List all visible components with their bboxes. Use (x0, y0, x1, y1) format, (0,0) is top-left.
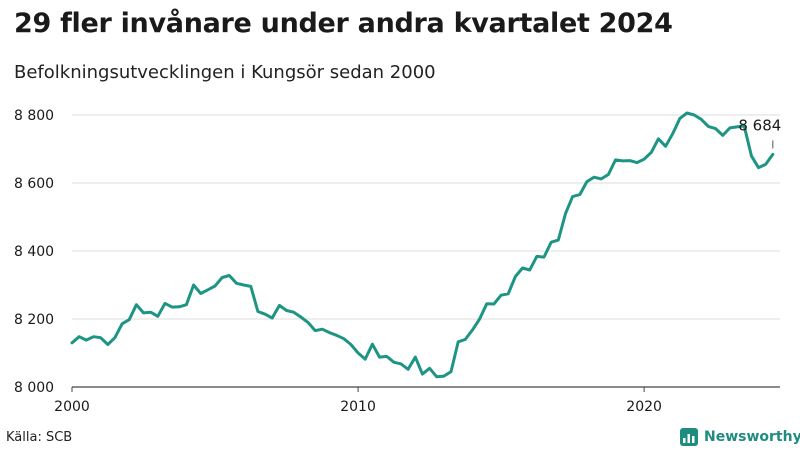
x-tick-label: 2000 (54, 399, 90, 415)
annotation-label: 8 684 (738, 116, 781, 134)
y-tick-label: 8 000 (14, 380, 54, 396)
y-tick-label: 8 800 (14, 108, 54, 124)
gridlines (72, 114, 780, 388)
annotation-group: 8 684 (738, 116, 781, 149)
y-tick-label: 8 400 (14, 244, 54, 260)
brand-name: Newsworthy (704, 429, 800, 445)
series-group (70, 111, 775, 379)
y-tick-label: 8 600 (14, 176, 54, 192)
source-note: Källa: SCB (6, 430, 73, 445)
brand-logo[interactable]: Newsworthy (680, 428, 800, 446)
chart-subtitle: Befolkningsutvecklingen i Kungsör sedan … (14, 62, 436, 83)
y-tick-label: 8 200 (14, 312, 54, 328)
newsworthy-logo-icon (680, 428, 698, 446)
series-line (70, 111, 775, 379)
x-axis-tick-labels: 2000 2010 2020 (54, 387, 662, 415)
x-tick-label: 2020 (626, 399, 662, 415)
x-tick-label: 2010 (340, 399, 376, 415)
y-axis-tick-labels: 8 000 8 200 8 400 8 600 8 800 (14, 108, 54, 396)
chart-title: 29 fler invånare under andra kvartalet 2… (14, 8, 673, 39)
